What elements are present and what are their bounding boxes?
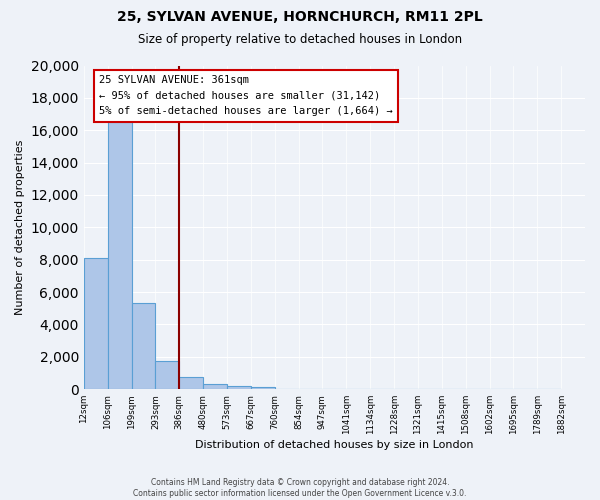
Bar — [155, 361, 179, 389]
Bar — [227, 386, 251, 389]
Bar — [251, 387, 275, 389]
Y-axis label: Number of detached properties: Number of detached properties — [15, 140, 25, 315]
X-axis label: Distribution of detached houses by size in London: Distribution of detached houses by size … — [195, 440, 473, 450]
Text: 25, SYLVAN AVENUE, HORNCHURCH, RM11 2PL: 25, SYLVAN AVENUE, HORNCHURCH, RM11 2PL — [117, 10, 483, 24]
Text: Contains HM Land Registry data © Crown copyright and database right 2024.
Contai: Contains HM Land Registry data © Crown c… — [133, 478, 467, 498]
Text: Size of property relative to detached houses in London: Size of property relative to detached ho… — [138, 32, 462, 46]
Bar — [107, 122, 131, 389]
Bar — [131, 304, 155, 389]
Text: 25 SYLVAN AVENUE: 361sqm
← 95% of detached houses are smaller (31,142)
5% of sem: 25 SYLVAN AVENUE: 361sqm ← 95% of detach… — [99, 75, 392, 116]
Bar — [179, 377, 203, 389]
Bar — [203, 384, 227, 389]
Bar — [84, 258, 107, 389]
